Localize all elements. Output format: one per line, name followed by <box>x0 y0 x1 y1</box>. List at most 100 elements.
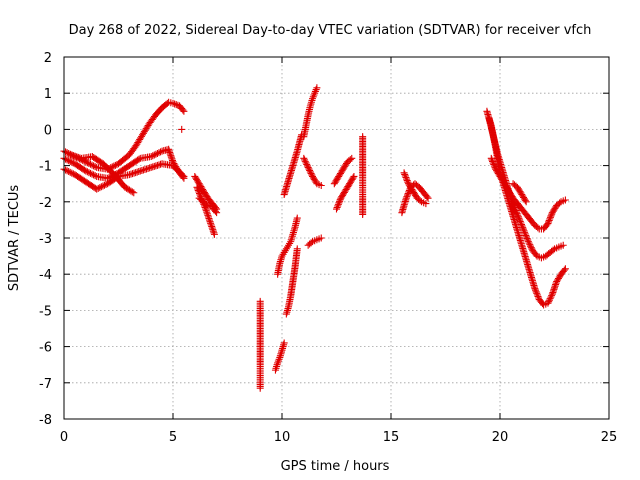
data-point <box>525 239 533 247</box>
data-point <box>63 167 71 175</box>
data-point <box>301 156 309 164</box>
data-point <box>336 170 344 178</box>
data-point <box>555 273 563 281</box>
data-point <box>548 209 556 217</box>
x-tick-label: 10 <box>274 430 291 445</box>
data-point <box>522 233 530 241</box>
data-point <box>306 168 314 176</box>
data-point <box>336 197 344 205</box>
data-point <box>515 186 523 194</box>
data-point <box>411 190 419 198</box>
data-point <box>342 161 350 169</box>
data-point <box>553 277 561 285</box>
data-point <box>111 161 119 169</box>
data-point <box>493 167 501 175</box>
data-point <box>303 162 311 170</box>
data-point <box>500 180 508 188</box>
series-arc-l <box>282 245 301 318</box>
data-point <box>406 183 414 191</box>
y-tick-label: -6 <box>39 341 52 356</box>
data-point <box>195 188 203 196</box>
data-point <box>311 177 319 185</box>
data-point <box>180 107 188 115</box>
data-point <box>348 154 356 162</box>
data-point <box>149 152 157 160</box>
data-point <box>202 200 210 208</box>
data-point <box>339 190 347 198</box>
data-point <box>548 292 556 300</box>
data-point <box>489 157 497 165</box>
series-arc-w <box>485 115 567 262</box>
data-point <box>524 236 532 244</box>
data-point <box>496 172 504 180</box>
y-tick-label: -3 <box>39 232 52 247</box>
data-point <box>63 156 71 164</box>
series-arc-n <box>300 84 321 141</box>
data-point <box>130 189 138 197</box>
data-point <box>545 298 553 306</box>
data-point <box>350 172 358 180</box>
data-point <box>423 193 431 201</box>
data-point <box>333 203 341 211</box>
data-point <box>516 217 524 225</box>
data-point <box>82 158 90 166</box>
data-point <box>410 188 418 196</box>
data-point <box>523 235 531 243</box>
data-point <box>492 165 500 173</box>
data-point <box>334 174 342 182</box>
data-point <box>531 285 539 293</box>
data-point <box>335 172 343 180</box>
data-point <box>86 160 94 168</box>
data-point <box>494 170 502 178</box>
data-point <box>309 174 317 182</box>
data-point <box>62 148 70 156</box>
data-point <box>490 161 498 169</box>
data-point <box>336 196 344 204</box>
series-arc-d <box>67 151 138 197</box>
data-point <box>517 221 525 229</box>
data-point <box>337 194 345 202</box>
data-point <box>544 220 552 228</box>
data-point <box>411 191 419 199</box>
data-points <box>60 84 569 392</box>
data-point <box>317 182 325 190</box>
data-point <box>65 168 73 176</box>
data-point <box>155 149 163 157</box>
data-point <box>546 213 554 221</box>
data-point <box>344 183 352 191</box>
series-point-s <box>359 133 367 218</box>
data-point <box>408 185 416 193</box>
data-point <box>342 185 350 193</box>
tick-labels: 0 5 10 15 20 25 -8 -7 -6 -5 -4 -3 -2 -1 0 1 2 <box>39 51 617 445</box>
data-point <box>102 180 110 188</box>
data-point <box>521 230 529 238</box>
data-point <box>550 206 558 214</box>
data-point <box>88 161 96 169</box>
data-point <box>403 177 411 185</box>
data-point <box>179 106 187 114</box>
data-point <box>341 162 349 170</box>
x-tick-label: 25 <box>601 430 618 445</box>
x-axis-label: GPS time / hours <box>281 459 390 474</box>
data-point <box>193 175 201 183</box>
data-point <box>128 188 136 196</box>
data-point <box>194 185 202 193</box>
data-point <box>513 208 521 216</box>
data-point <box>549 207 557 215</box>
data-point <box>301 157 309 165</box>
data-point <box>498 175 506 183</box>
data-point <box>521 228 529 236</box>
data-point <box>522 231 530 239</box>
data-point <box>559 241 567 249</box>
data-point <box>527 242 535 250</box>
y-tick-label: 0 <box>44 123 52 138</box>
data-point <box>493 168 501 176</box>
data-point <box>545 218 553 226</box>
data-point <box>90 162 98 170</box>
data-point <box>212 207 220 215</box>
data-point <box>338 167 346 175</box>
data-point <box>317 234 325 242</box>
data-point <box>501 181 509 189</box>
data-point <box>551 204 559 212</box>
data-point <box>309 172 317 180</box>
